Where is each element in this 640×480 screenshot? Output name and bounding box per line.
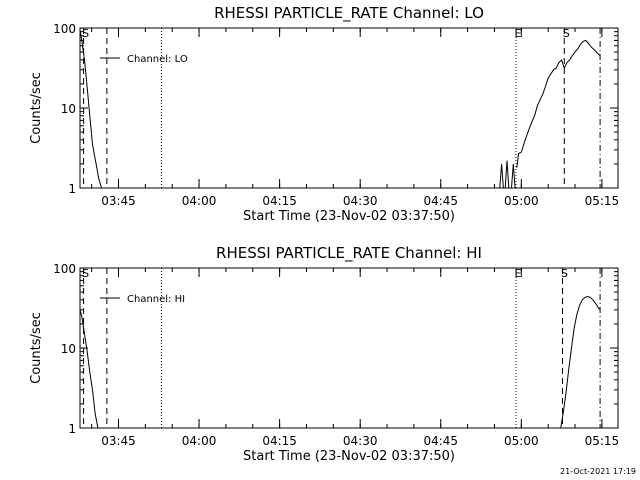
y-tick-label: 1 <box>68 182 76 196</box>
time-marker-label: E <box>514 267 521 280</box>
x-tick-label: 04:45 <box>423 434 458 448</box>
plot-area-hi: 1 10 100 03:45 04:00 04:15 04:30 04:45 05:00 05:1… <box>29 262 619 464</box>
time-marker-label: S <box>561 267 568 280</box>
y-tick-label: 100 <box>53 262 76 276</box>
x-tick-label: 04:15 <box>262 434 297 448</box>
time-marker-label: S <box>563 27 570 40</box>
y-tick-label: 1 <box>68 422 76 436</box>
x-axis-label: Start Time (23-Nov-02 03:37:50) <box>243 209 455 224</box>
x-tick-label: 04:00 <box>182 194 217 208</box>
time-marker-label: S <box>82 267 89 280</box>
series-line-lo <box>79 29 102 189</box>
footer-timestamp: 21-Oct-2021 17:19 <box>560 467 636 476</box>
y-tick-label: 10 <box>61 102 76 116</box>
time-marker-label: E <box>514 27 521 40</box>
x-tick-label: 04:45 <box>423 194 458 208</box>
panel-lo: RHESSI PARTICLE_RATE Channel: LO 1 10 100 0… <box>29 4 619 224</box>
series-line-lo <box>511 163 516 189</box>
y-axis-label: Counts/sec <box>29 72 44 144</box>
x-tick-label: 05:00 <box>504 434 539 448</box>
plot-area-lo: 1 10 100 03:45 04:00 04:15 04:30 04:45 05:00 05:1… <box>29 22 619 224</box>
y-tick-label: 10 <box>61 342 76 356</box>
chart-title-lo: RHESSI PARTICLE_RATE Channel: LO <box>214 4 484 23</box>
series-line-hi <box>560 295 601 429</box>
axes-frame-hi <box>79 267 619 429</box>
x-tick-label: 04:15 <box>262 194 297 208</box>
x-tick-label: 04:00 <box>182 434 217 448</box>
x-tick-label: 05:15 <box>585 194 620 208</box>
chart-title-hi: RHESSI PARTICLE_RATE Channel: HI <box>216 244 482 263</box>
panel-hi: RHESSI PARTICLE_RATE Channel: HI 1 10 100 0… <box>29 244 619 464</box>
x-tick-label: 04:30 <box>343 194 378 208</box>
x-tick-label: 03:45 <box>101 434 136 448</box>
series-line-hi <box>79 309 99 429</box>
series-line-lo <box>516 39 601 168</box>
x-tick-label: 05:15 <box>585 434 620 448</box>
series-line-lo <box>499 163 504 189</box>
x-axis-label: Start Time (23-Nov-02 03:37:50) <box>243 449 455 464</box>
y-axis-label: Counts/sec <box>29 312 44 384</box>
x-tick-label: 04:30 <box>343 434 378 448</box>
x-tick-label: 05:00 <box>504 194 539 208</box>
x-tick-label: 03:45 <box>101 194 136 208</box>
legend-label: Channel: HI <box>127 294 185 305</box>
y-tick-label: 100 <box>53 22 76 36</box>
legend-label: Channel: LO <box>127 54 188 65</box>
axes-frame-lo <box>79 27 619 189</box>
time-marker-label: S <box>82 27 89 40</box>
series-line-lo <box>504 160 510 189</box>
